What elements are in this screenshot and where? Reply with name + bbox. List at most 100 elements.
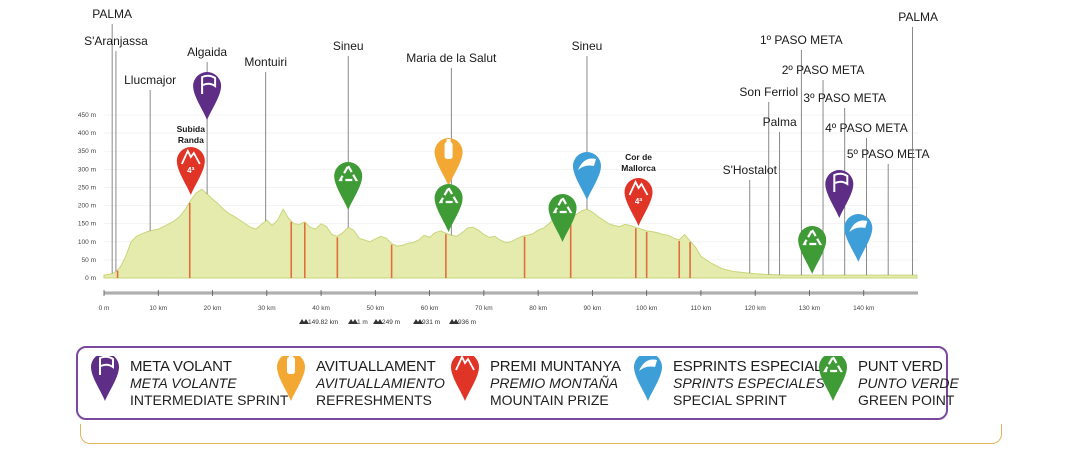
x-axis: 0 m 10 km 20 km 30 km 40 km 50 km 60 km 70 km 80… xyxy=(99,290,918,312)
bottle-icon xyxy=(289,356,293,357)
place-label: 1º PASO META xyxy=(760,33,843,47)
y-tick-label: 250 m xyxy=(78,184,96,191)
pin-shape xyxy=(434,184,463,232)
pin-shape xyxy=(193,72,222,120)
y-tick-label: 200 m xyxy=(78,203,96,210)
muntanya-legend-icon xyxy=(451,356,479,401)
muntanya-pin: 4ª xyxy=(624,178,653,226)
legend-title: ESPRINTS ESPECIALS xyxy=(673,358,832,375)
mountain-icon xyxy=(628,179,649,196)
place-label: Montuiri xyxy=(244,55,287,69)
legend-spanish: PUNTO VERDE xyxy=(858,375,959,391)
pin-shape xyxy=(844,214,873,262)
place-label: 3º PASO META xyxy=(803,91,886,105)
place-label: Sineu xyxy=(333,39,364,53)
y-tick-label: 150 m xyxy=(78,221,96,228)
bottle-icon xyxy=(444,142,453,159)
legend-english: GREEN POINT xyxy=(858,392,955,408)
y-tick-label: 300 m xyxy=(78,166,96,173)
route-summary: 149.82 km 1 m 249 m 931 m 936 m xyxy=(299,319,476,326)
avituallament-pin xyxy=(434,138,463,186)
legend-spanish: SPRINTS ESPECIALES xyxy=(673,375,825,391)
place-label: Sineu xyxy=(572,39,603,53)
summary-value: 1 m xyxy=(357,319,368,326)
x-tick-label: 140 km xyxy=(853,305,874,312)
climb-label: Randa xyxy=(178,135,204,145)
x-tick-label: 100 km xyxy=(636,305,657,312)
climb-markers xyxy=(116,202,691,278)
legend-english: INTERMEDIATE SPRINT xyxy=(130,392,289,408)
legend-title: META VOLANT xyxy=(130,358,232,375)
legend-english: SPECIAL SPRINT xyxy=(673,392,787,408)
x-tick-label: 130 km xyxy=(799,305,820,312)
sprint-pin xyxy=(844,214,873,262)
x-tick-label: 70 km xyxy=(475,305,493,312)
bottom-frame xyxy=(80,424,1002,444)
y-tick-label: 450 m xyxy=(78,112,96,119)
recycle-icon xyxy=(438,185,459,204)
legend: META VOLANT META VOLANTE INTERMEDIATE SPRI… xyxy=(76,346,959,420)
legend-english: MOUNTAIN PRIZE xyxy=(490,392,609,408)
meta-pin xyxy=(193,72,222,120)
place-label: 4º PASO META xyxy=(825,121,908,135)
y-tick-label: 400 m xyxy=(78,130,96,137)
climb-category: 4ª xyxy=(635,197,642,206)
x-tick-label: 80 km xyxy=(529,305,547,312)
legend-pin-shape xyxy=(277,356,305,401)
pin-shape xyxy=(434,138,463,186)
bottle-icon xyxy=(287,357,295,374)
x-tick-label: 20 km xyxy=(204,305,222,312)
x-tick-label: 40 km xyxy=(312,305,330,312)
legend-spanish: META VOLANTE xyxy=(130,375,237,391)
legend-title: AVITUALLAMENT xyxy=(316,358,436,375)
x-tick-label: 30 km xyxy=(258,305,276,312)
muntanya-pin: 4ª xyxy=(176,147,205,195)
summary-mountain-icon xyxy=(348,319,358,324)
climb-label: Cor de xyxy=(625,152,652,162)
y-tick-label: 50 m xyxy=(82,257,96,264)
mountain-icon xyxy=(181,148,201,165)
recycle-icon xyxy=(802,227,823,246)
y-tick-label: 100 m xyxy=(78,239,96,246)
recycle-icon xyxy=(823,356,843,373)
bottle-icon xyxy=(446,139,451,142)
place-label: S'Hostalot xyxy=(723,163,778,177)
flag-icon xyxy=(201,74,217,94)
pin-shape xyxy=(825,170,854,218)
meta-legend-icon xyxy=(91,356,119,401)
sprint-pin xyxy=(572,152,601,200)
recycle-icon xyxy=(552,195,573,214)
place-label: S'Aranjassa xyxy=(84,34,148,48)
legend-title: PREMI MUNTANYA xyxy=(490,358,621,375)
x-tick-label: 0 m xyxy=(99,305,110,312)
recycle-icon xyxy=(338,163,359,182)
place-label: PALMA xyxy=(898,10,938,24)
summary-value: 936 m xyxy=(458,319,476,326)
climb-label: Mallorca xyxy=(621,163,656,173)
place-label: Palma xyxy=(763,115,797,129)
summary-mountain-icon xyxy=(413,319,423,324)
legend-spanish: PREMIO MONTAÑA xyxy=(490,375,619,391)
sprint-legend-icon xyxy=(634,356,662,401)
legend-spanish: AVITUALLAMIENTO xyxy=(316,375,445,391)
x-tick-label: 60 km xyxy=(421,305,439,312)
verd-pin xyxy=(798,226,827,274)
x-tick-label: 120 km xyxy=(745,305,766,312)
legend-pin-shape xyxy=(91,356,119,401)
pin-shape xyxy=(798,226,827,274)
sprint-icon xyxy=(849,220,868,232)
verd-legend-icon xyxy=(819,356,847,401)
summary-mountain-icon xyxy=(449,319,459,324)
place-label: PALMA xyxy=(92,7,132,21)
verd-pin xyxy=(548,194,577,242)
place-label: Maria de la Salut xyxy=(406,51,497,65)
summary-value: 931 m xyxy=(422,319,440,326)
flag-icon xyxy=(99,356,114,375)
verd-pin xyxy=(434,184,463,232)
summary-value: 249 m xyxy=(382,319,400,326)
place-labels: PALMA S'Aranjassa Llucmajor Algaida Montuiri… xyxy=(84,7,938,276)
pin-shape xyxy=(572,152,601,200)
place-label: 5º PASO META xyxy=(847,147,930,161)
